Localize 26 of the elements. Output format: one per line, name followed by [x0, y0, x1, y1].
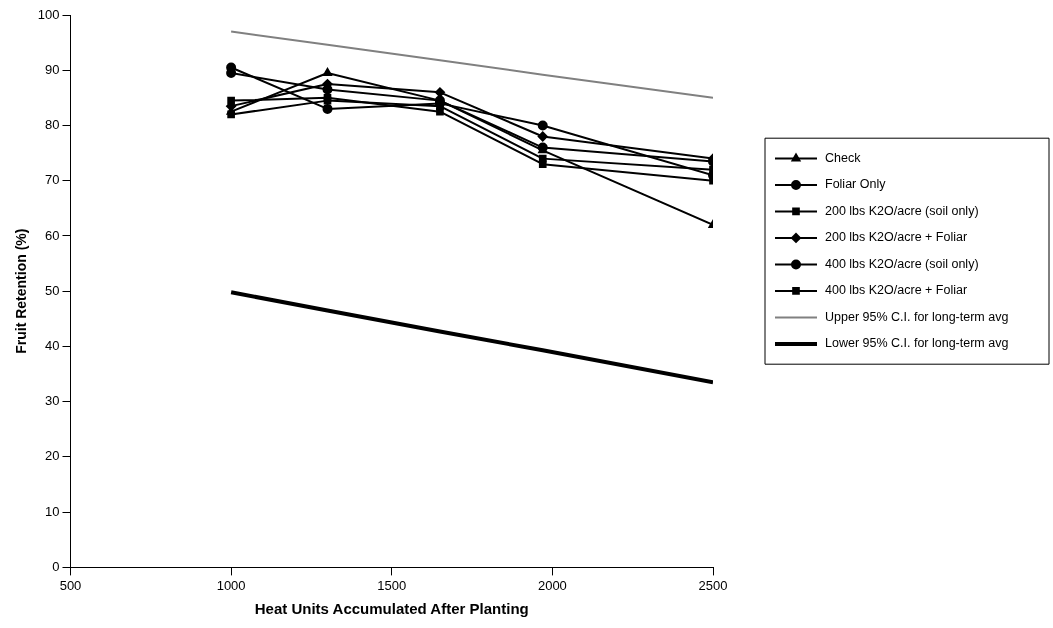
y-tick-label: 40	[45, 338, 60, 354]
x-tick-label: 2500	[698, 577, 728, 593]
x-tick-label: 2000	[537, 577, 567, 593]
y-tick-label: 0	[52, 558, 60, 574]
legend-label: 400 lbs K2O/acre + Foliar	[825, 283, 968, 298]
y-tick-label: 60	[45, 227, 60, 243]
y-axis-title: Fruit Retention (%)	[13, 228, 30, 354]
legend-label: Check	[825, 150, 862, 165]
y-tick-label: 50	[45, 282, 60, 298]
legend-label: 200 lbs K2O/acre + Foliar	[825, 230, 968, 245]
x-tick-label: 500	[59, 577, 82, 593]
y-tick-label: 10	[45, 503, 60, 519]
legend-label: 400 lbs K2O/acre (soil only)	[825, 256, 979, 271]
y-tick-label: 80	[45, 117, 60, 133]
x-tick-label: 1000	[216, 577, 246, 593]
y-tick-label: 100	[37, 6, 60, 22]
y-tick-label: 90	[45, 61, 60, 77]
y-tick-label: 70	[45, 172, 60, 188]
y-tick-label: 20	[45, 448, 60, 464]
legend-label: Foliar Only	[825, 177, 887, 192]
x-tick-label: 1500	[377, 577, 407, 593]
legend-label: Upper 95% C.I. for long-term avg	[825, 309, 1009, 324]
y-tick-label: 30	[45, 393, 60, 409]
x-axis-title: Heat Units Accumulated After Planting	[254, 600, 529, 618]
legend-label: 200 lbs K2O/acre (soil only)	[825, 203, 979, 218]
legend-label: Lower 95% C.I. for long-term avg	[825, 336, 1009, 351]
